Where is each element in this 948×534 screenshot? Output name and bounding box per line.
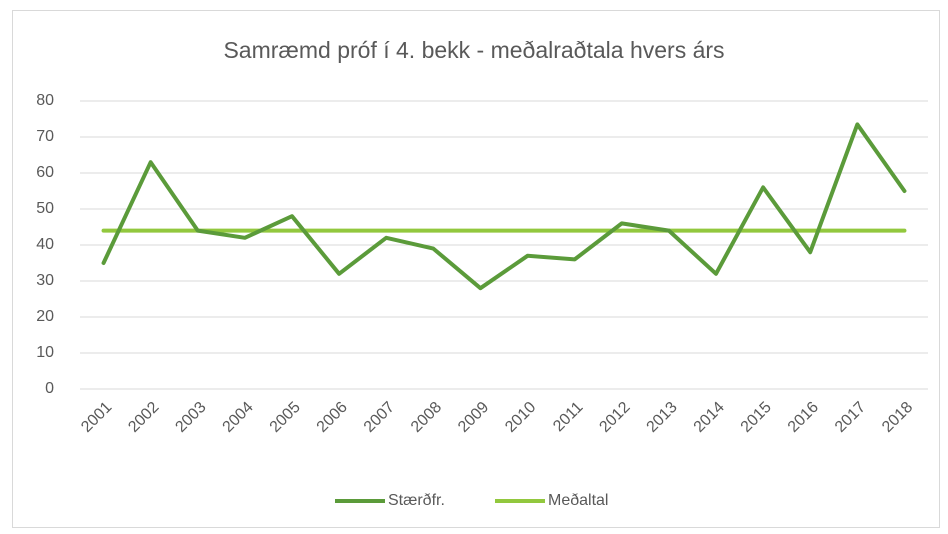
line-series [101,122,907,291]
legend-label: Meðaltal [548,492,608,509]
y-tick-label: 60 [36,164,54,181]
chart-title: Samræmd próf í 4. bekk - meðalraðtala hv… [223,37,724,63]
chart-frame [12,10,940,528]
y-tick-label: 40 [36,236,54,253]
y-tick-label: 30 [36,272,54,289]
y-tick-label: 20 [36,308,54,325]
legend-label: Stærðfr. [388,492,445,509]
y-tick-label: 70 [36,128,54,145]
y-tick-label: 80 [36,92,54,109]
y-tick-label: 50 [36,200,54,217]
y-tick-label: 0 [45,380,54,397]
y-tick-label: 10 [36,344,54,361]
